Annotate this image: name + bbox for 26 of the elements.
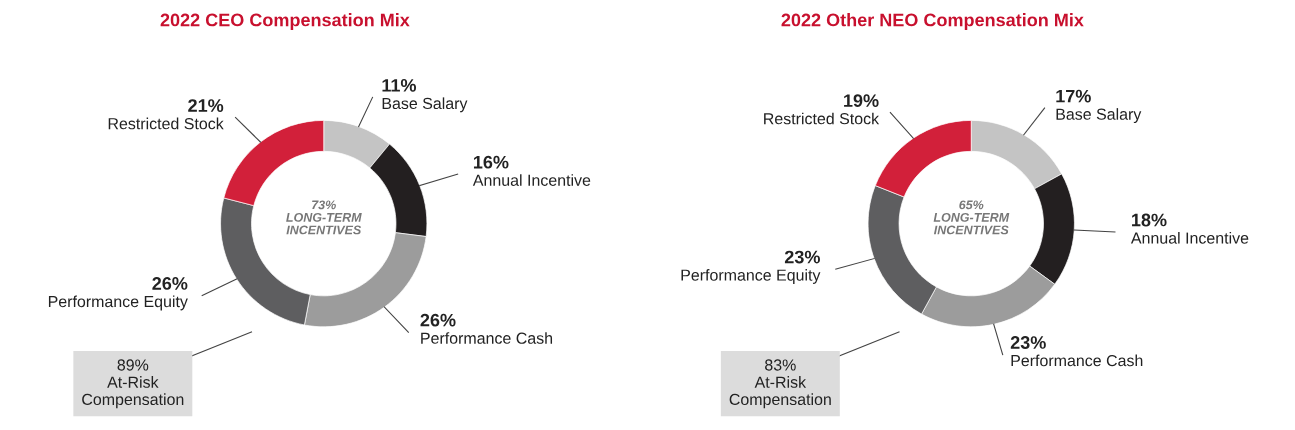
slice-label: Base Salary [1056,108,1142,124]
slice-label: Annual Incentive [472,174,591,186]
slice-label: Annual Incentive [1130,232,1249,244]
text: 83% At-Risk Compensation [729,359,831,409]
slice-label: Performance Equity [48,295,188,311]
data-label: 19% [844,94,879,108]
text: 65% LONG-TERM INCENTIVES [933,200,1010,235]
chart-title: 2022 Other NEO Compensation Mix [781,13,1084,30]
data-label: 26% [152,277,188,290]
data-label: 21% [188,99,224,112]
slice-label: Performance Cash [1011,354,1143,367]
data-label: 16% [473,155,509,169]
data-label: 26% [420,313,456,327]
slice-label: Performance Cash [421,332,553,344]
data-label: 23% [784,250,820,264]
slice-label: Restricted Stock [108,117,224,130]
data-label: 17% [1056,89,1091,103]
data-label: 18% [1132,213,1167,227]
slice-label: Restricted Stock [764,112,880,125]
data-label: 23% [1010,336,1046,349]
data-label: 11% [382,79,417,92]
text: 89% At-Risk Compensation [82,359,184,409]
chart-title: 2022 CEO Compensation Mix [160,13,410,30]
text: 73% LONG-TERM INCENTIVES [286,200,362,235]
slice-label: Base Salary [382,97,468,113]
slice-label: Performance Equity [681,269,821,284]
